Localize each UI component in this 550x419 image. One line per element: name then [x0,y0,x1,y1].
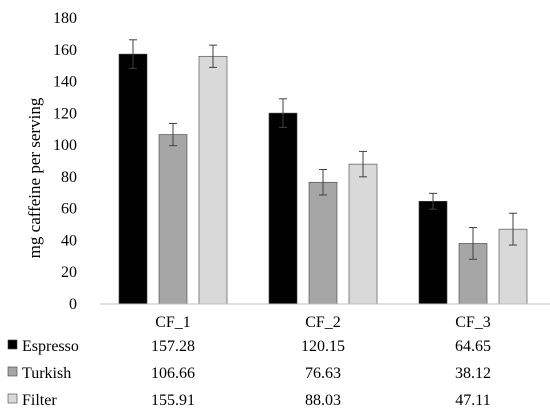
legend-label-espresso: Espresso [22,338,79,355]
legend-swatch-turkish [7,366,18,377]
y-tick-label: 180 [53,10,77,27]
bar-filter-cf_1 [198,55,228,305]
table-value: 88.03 [305,392,341,409]
legend-label-filter: Filter [22,392,57,409]
category-label: CF_3 [455,314,491,331]
table-value: 38.12 [455,365,491,382]
y-tick-label: 160 [53,42,77,59]
data-table: Espresso 157.28 120.15 64.65 Turkish 106.66 76… [7,338,491,409]
bar-turkish-cf_2 [308,181,338,305]
bar-filter-cf_2 [348,163,378,305]
y-axis-title: mg caffeine per serving [25,97,44,258]
bar-espresso-cf_2 [268,112,298,305]
y-tick-label: 20 [61,264,77,281]
bar-espresso-cf_1 [118,53,148,305]
legend-label-turkish: Turkish [22,365,71,382]
category-label: CF_2 [305,314,341,331]
bar-espresso-cf_3 [418,200,448,305]
table-value: 64.65 [455,338,491,355]
legend-swatch-filter [7,393,18,404]
y-tick-label: 120 [53,105,77,122]
legend-swatch-espresso [7,339,18,350]
y-tick-label: 60 [61,201,77,218]
table-value: 76.63 [305,365,341,382]
category-label: CF_1 [155,314,191,331]
table-value: 106.66 [151,365,195,382]
table-value: 120.15 [301,338,345,355]
table-value: 47.11 [455,392,490,409]
table-value: 155.91 [151,392,195,409]
y-tick-label: 140 [53,74,77,91]
y-axis-ticks: 0 20 40 60 80 100 120 140 160 180 [53,10,77,313]
y-tick-label: 0 [69,296,77,313]
y-tick-label: 80 [61,169,77,186]
error-bars-layer [129,39,517,260]
category-labels: CF_1 CF_2 CF_3 [155,314,491,331]
y-tick-label: 100 [53,137,77,154]
bar-turkish-cf_1 [158,134,188,305]
table-value: 157.28 [151,338,195,355]
y-tick-label: 40 [61,232,77,249]
